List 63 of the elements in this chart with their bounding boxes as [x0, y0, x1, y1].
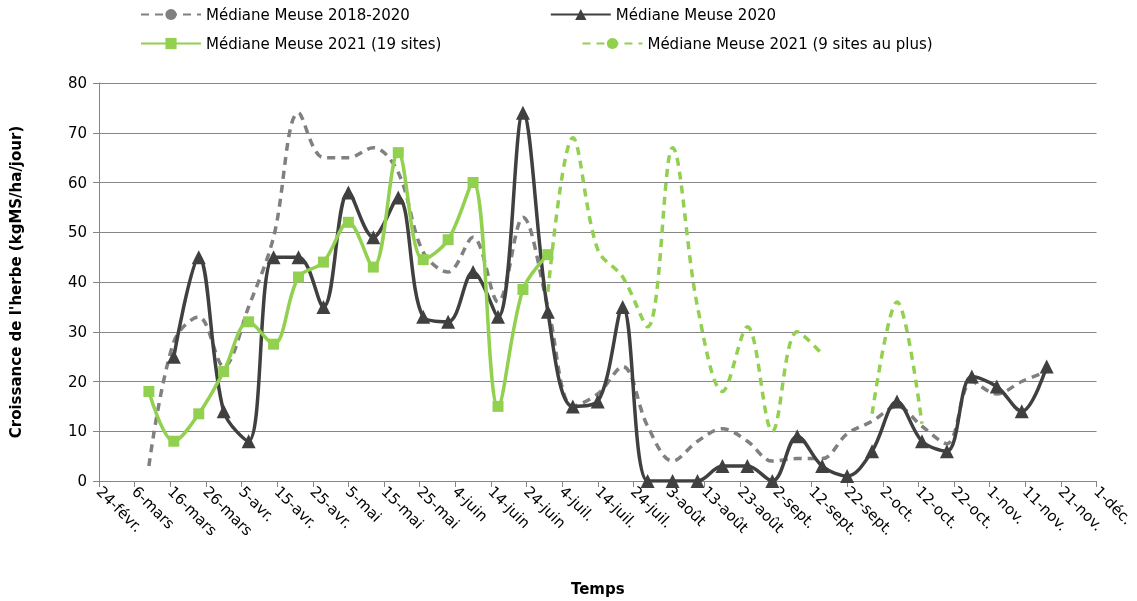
- point: [740, 459, 755, 474]
- y-tick-label: 20: [67, 372, 87, 391]
- point: [590, 394, 605, 409]
- point: [1039, 359, 1054, 374]
- y-tick-label: 70: [67, 123, 87, 142]
- point: [815, 459, 830, 474]
- point: [243, 316, 255, 328]
- point: [268, 338, 280, 350]
- point: [416, 309, 431, 324]
- point: [492, 400, 504, 412]
- point: [341, 185, 356, 200]
- point: [193, 408, 205, 420]
- point: [166, 349, 181, 364]
- point: [291, 250, 306, 265]
- y-tick-label: 60: [67, 173, 87, 192]
- point: [939, 444, 954, 459]
- point: [317, 256, 329, 268]
- point: [293, 271, 305, 283]
- point: [914, 434, 929, 449]
- point: [665, 474, 680, 488]
- point: [266, 250, 281, 265]
- point: [218, 366, 230, 378]
- y-axis-title: Croissance de l'herbe (kgMS/ha/jour): [6, 125, 25, 439]
- legend-label: Médiane Meuse 2018-2020: [206, 5, 410, 24]
- point: [392, 147, 404, 159]
- point: [241, 434, 256, 449]
- point: [442, 234, 454, 246]
- point: [216, 404, 231, 419]
- y-tick-label: 40: [67, 273, 87, 291]
- point: [715, 459, 730, 474]
- point: [366, 230, 381, 245]
- point: [790, 429, 805, 444]
- legend-label: Médiane Meuse 2021 (19 sites): [206, 34, 442, 53]
- point: [168, 435, 180, 447]
- y-tick-label: 30: [67, 322, 87, 341]
- point: [491, 309, 506, 324]
- point: [316, 299, 331, 314]
- point: [467, 177, 479, 188]
- point: [417, 254, 429, 266]
- y-tick-label: 80: [67, 74, 87, 92]
- point: [191, 250, 206, 265]
- y-tick-label: 0: [77, 472, 87, 490]
- point: [391, 190, 406, 205]
- point: [542, 249, 554, 261]
- point: [143, 385, 155, 397]
- point: [540, 304, 555, 319]
- y-tick-label: 10: [67, 422, 87, 441]
- point: [517, 283, 529, 295]
- legend-label: Médiane Meuse 2021 (9 sites au plus): [647, 34, 933, 53]
- point: [989, 379, 1004, 394]
- x-axis-title: Temps: [570, 579, 625, 598]
- legend-label: Médiane Meuse 2020: [615, 5, 777, 24]
- point: [565, 399, 580, 414]
- point: [840, 469, 855, 484]
- point: [342, 216, 354, 228]
- point: [515, 105, 530, 120]
- point: [690, 474, 705, 488]
- point: [1014, 404, 1029, 419]
- point: [865, 444, 880, 459]
- y-tick-label: 50: [67, 223, 87, 242]
- point: [441, 314, 456, 329]
- point: [367, 261, 379, 273]
- point: [615, 299, 630, 314]
